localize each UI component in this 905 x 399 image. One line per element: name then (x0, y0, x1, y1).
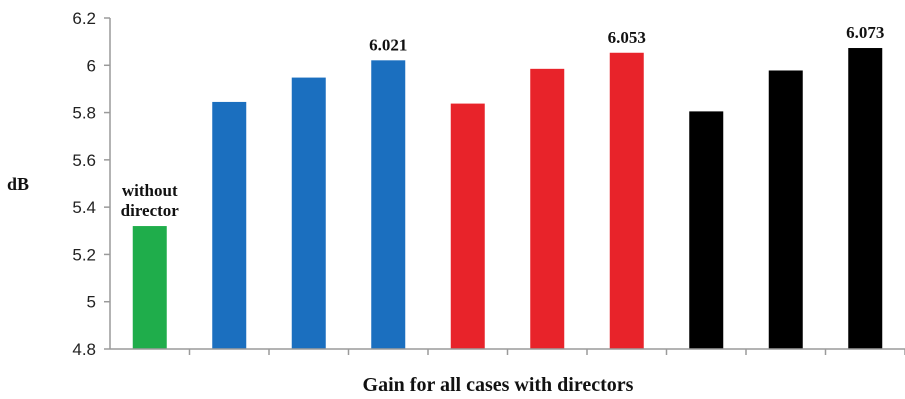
data-label: 6.073 (846, 23, 884, 42)
bar (132, 226, 167, 349)
data-label: 6.021 (369, 35, 407, 54)
y-tick-label: 4.8 (72, 340, 96, 359)
bar (291, 77, 326, 349)
y-tick-label: 5.6 (72, 151, 96, 170)
bars (132, 48, 883, 350)
y-tick-label: 6.2 (72, 9, 96, 28)
bar (371, 60, 406, 350)
y-tick-label: 5.8 (72, 104, 96, 123)
bar (609, 52, 644, 349)
bar (212, 101, 247, 349)
x-axis-label: Gain for all cases with directors (363, 374, 634, 396)
bar (450, 103, 485, 349)
bar (848, 48, 883, 349)
y-tick-label: 6 (87, 56, 96, 75)
y-axis-label: dB (7, 174, 29, 194)
data-label: director (121, 201, 180, 220)
bar (689, 111, 724, 349)
data-label: 6.053 (608, 28, 646, 47)
bar (768, 70, 803, 349)
y-axis-ticks: 4.8 5 5.2 5.4 5.6 5.8 6 6.2 (72, 9, 110, 359)
bar (530, 68, 565, 349)
x-axis-category-ticks (188, 349, 905, 355)
y-tick-label: 5 (87, 293, 96, 312)
y-tick-label: 5.4 (72, 198, 96, 217)
y-tick-label: 5.2 (72, 245, 96, 264)
data-label: without (122, 181, 178, 200)
